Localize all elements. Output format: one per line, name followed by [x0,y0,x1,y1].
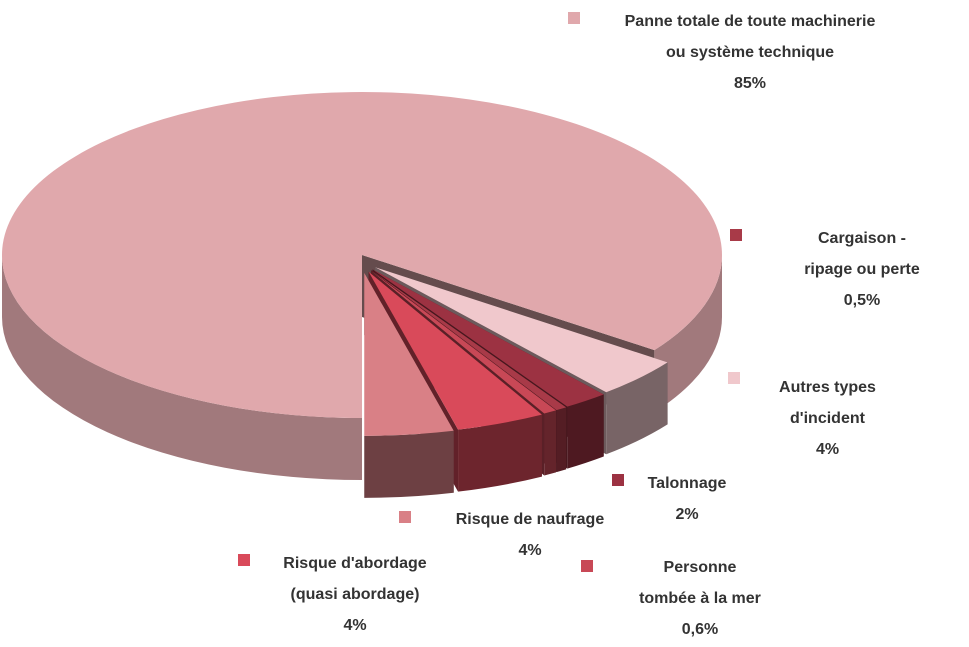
slice-side [458,414,542,492]
category-label: Risque d'abordage (quasi abordage) [283,555,427,603]
legend-marker [238,554,250,566]
slice-label: Autres types d'incident 4% [760,372,895,465]
slice [372,269,604,407]
legend-marker [399,511,411,523]
category-label: Panne totale de toute machinerie ou syst… [624,13,876,61]
value-label: 85% [733,75,767,92]
slice-label: Talonnage 2% [632,468,742,530]
value-label: 4% [343,617,367,634]
category-label: Risque de naufrage [455,511,605,528]
legend-marker [581,560,593,572]
slice [370,270,556,414]
slice-side [556,407,567,473]
slice [375,267,668,393]
slice [371,270,567,411]
legend-marker [730,229,742,241]
slice-side [654,255,722,413]
value-label: 0,5% [843,292,881,309]
value-label: 4% [815,441,840,458]
value-label: 4% [518,542,542,559]
slice-label: Risque de naufrage 4% [415,504,645,566]
slice-label: Risque d'abordage (quasi abordage) 4% [255,548,455,641]
slice-label: Cargaison - ripage ou perte 0,5% [752,223,969,316]
slice-side [606,362,668,455]
slice-side [567,394,604,469]
legend-marker [612,474,624,486]
slice-side [544,410,556,476]
category-label: Autres types d'incident [779,379,876,427]
value-label: 0,6% [681,621,719,638]
category-label: Talonnage [647,475,727,492]
slice-label: Personne tombée à la mer 0,6% [600,552,800,645]
slice-side [2,255,362,480]
category-label: Personne tombée à la mer [639,559,761,607]
slice [368,271,542,430]
legend-marker [728,372,740,384]
slice-label: Panne totale de toute machinerie ou syst… [595,6,905,99]
slice-side [364,430,454,498]
slice [1,92,722,418]
legend-marker [568,12,580,24]
category-label: Cargaison - ripage ou perte [804,230,920,278]
value-label: 2% [675,506,699,523]
slice [364,272,454,436]
